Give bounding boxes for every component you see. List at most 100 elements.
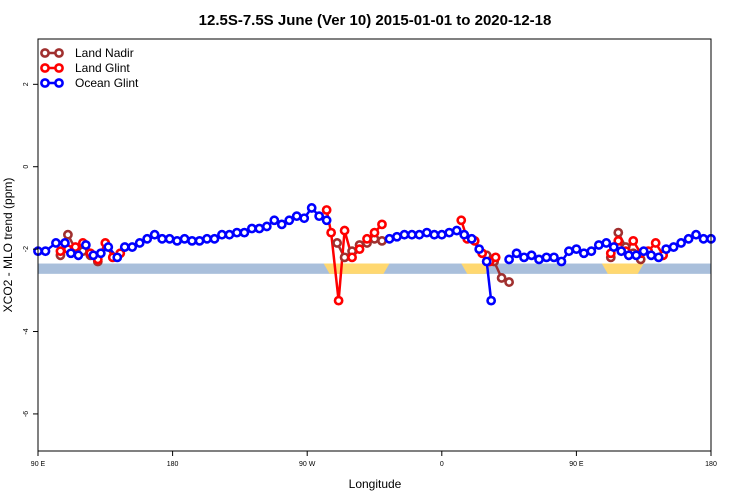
chart-title: 12.5S-7.5S June (Ver 10) 2015-01-01 to 2…: [199, 12, 552, 29]
series-2-point-0-9: [103, 242, 114, 252]
series-2-point-2-20: [653, 252, 664, 263]
legend-label-2: Ocean Glint: [75, 76, 139, 90]
series-2-point-0-7: [88, 250, 99, 261]
series-2-point-2-23: [676, 238, 686, 248]
series-2-point-1-12: [474, 244, 485, 255]
series-2-point-2-1: [511, 248, 522, 259]
x-axis-label: Longitude: [349, 477, 402, 491]
y-axis-label: XCO2 - MLO trend (ppm): [1, 178, 15, 313]
x-tick-label-3: 0: [440, 461, 444, 468]
series-1-point-1-5: [354, 244, 365, 255]
legend-label-1: Land Glint: [75, 61, 130, 75]
series-layer: [33, 203, 716, 306]
legend-marker-end-1: [54, 63, 64, 73]
series-2-point-0-2: [51, 238, 61, 248]
series-2-point-1-0: [384, 233, 395, 244]
series-2-point-0-23: [209, 233, 220, 244]
series-2-point-1-2: [399, 229, 410, 240]
series-1-point-3-3: [628, 235, 639, 246]
series-1-point-0-2: [70, 242, 81, 252]
series-2-point-2-15: [616, 246, 627, 257]
series-2-point-0-28: [246, 223, 257, 234]
series-2-point-2-5: [541, 252, 552, 263]
series-2-point-0-14: [142, 233, 153, 244]
x-tick-label-1: 180: [167, 461, 179, 468]
series-2-point-2-14: [608, 242, 619, 252]
series-2-point-2-26: [698, 233, 709, 244]
series-2-point-2-10: [578, 248, 589, 259]
series-2-point-1-5: [421, 227, 432, 238]
series-2-point-0-26: [232, 227, 242, 238]
series-0-point-2-3: [504, 277, 514, 287]
series-1-point-1-6: [362, 233, 372, 244]
x-tick-label-4: 90 E: [569, 461, 584, 468]
series-2-point-0-13: [134, 238, 145, 248]
x-tick-label-0: 90 E: [31, 461, 46, 468]
series-2-point-0-10: [112, 252, 123, 263]
series-2-point-1-1: [392, 231, 402, 242]
series-1-point-1-1: [326, 227, 337, 238]
series-0-point-1-1: [339, 252, 350, 263]
series-1-point-1-3: [339, 225, 350, 236]
series-2-point-0-18: [172, 235, 182, 246]
series-2-point-0-15: [149, 229, 160, 240]
legend-marker-0: [40, 48, 50, 58]
land-strip-segment-2: [601, 263, 644, 274]
series-0-point-1-6: [377, 235, 387, 246]
series-2-point-2-0: [504, 254, 514, 265]
series-2-point-0-12: [127, 242, 138, 252]
legend-label-0: Land Nadir: [75, 46, 134, 60]
series-2-point-1-9: [451, 225, 462, 236]
series-2-point-0-5: [73, 250, 84, 261]
series-2-point-0-22: [202, 233, 212, 244]
series-0-point-1-0: [332, 238, 343, 248]
series-2-point-2-7: [556, 256, 567, 267]
series-2-point-0-25: [224, 229, 235, 240]
series-2-point-0-31: [269, 215, 280, 226]
series-2-point-2-16: [623, 250, 634, 261]
series-1-point-3-6: [650, 238, 661, 248]
series-2-point-0-4: [66, 248, 76, 259]
series-1-point-1-7: [369, 227, 380, 238]
series-2-point-1-3: [406, 229, 417, 240]
x-tick-label-5: 180: [705, 461, 717, 468]
legend-marker-2: [40, 78, 50, 88]
series-2-point-0-8: [95, 248, 106, 259]
series-0-point-2-2: [496, 273, 507, 283]
y-tick-label-3: -4: [23, 328, 30, 334]
series-2-point-2-4: [534, 254, 544, 265]
series-2-point-0-17: [164, 233, 175, 244]
series-2-point-2-22: [668, 242, 679, 252]
series-2-point-0-6: [80, 240, 91, 250]
series-2-point-2-19: [646, 250, 657, 261]
series-2-point-2-24: [683, 233, 694, 244]
series-2-point-2-3: [526, 250, 537, 261]
series-2-point-0-20: [187, 235, 197, 246]
series-2-point-1-11: [466, 233, 477, 244]
axes-layer: 90 E 180 90 W 0 90 E 180 2 0 -2 -4 -6: [23, 38, 717, 468]
series-2-point-0-16: [157, 233, 168, 244]
series-2-point-1-6: [429, 229, 440, 240]
series-1-point-3-1: [613, 235, 624, 246]
land-ocean-strip: [38, 263, 711, 274]
series-2-point-2-13: [601, 238, 612, 248]
series-2-point-2-9: [571, 244, 582, 255]
series-1-point-1-4: [347, 252, 357, 263]
series-2-point-1-14: [486, 295, 497, 306]
series-2-point-0-37: [314, 211, 325, 222]
series-1-point-0-0: [55, 246, 66, 257]
series-2-point-0-35: [299, 213, 310, 224]
series-2-point-1-8: [444, 227, 455, 238]
series-2-point-0-19: [179, 233, 190, 244]
series-2-point-0-1: [40, 246, 51, 257]
series-0-point-0-1: [63, 229, 73, 240]
series-2-point-2-17: [631, 250, 642, 261]
series-2-point-0-30: [261, 221, 272, 232]
series-2-point-0-27: [239, 227, 250, 238]
series-2-point-0-3: [60, 238, 70, 248]
series-2-point-0-11: [119, 242, 130, 252]
y-tick-label-1: 0: [23, 165, 30, 169]
series-2-point-0-24: [217, 229, 227, 240]
